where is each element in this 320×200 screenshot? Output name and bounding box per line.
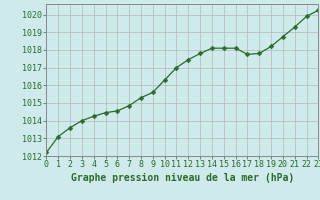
X-axis label: Graphe pression niveau de la mer (hPa): Graphe pression niveau de la mer (hPa) [71,173,294,183]
